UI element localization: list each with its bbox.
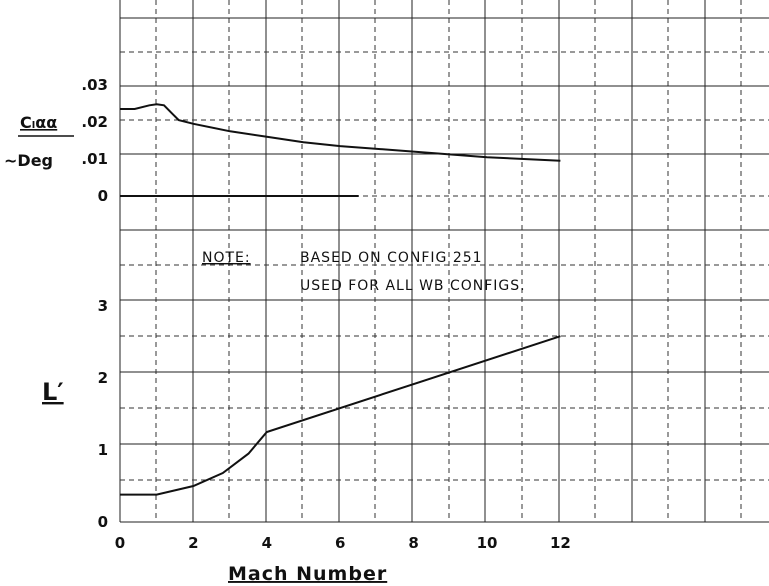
top-ylabel-line1: Cₗαα bbox=[20, 113, 57, 132]
top-ytick-label: .01 bbox=[81, 150, 108, 168]
xtick-label: 10 bbox=[477, 534, 498, 552]
note-line2: USED FOR ALL WB CONFIGS. bbox=[300, 278, 526, 294]
xtick-label: 4 bbox=[262, 534, 272, 552]
note-label: NOTE: bbox=[202, 250, 251, 266]
top-ytick-label: 0 bbox=[98, 187, 108, 205]
xtick-label: 0 bbox=[115, 534, 125, 552]
top-ytick-label: .03 bbox=[81, 76, 108, 94]
xtick-label: 6 bbox=[335, 534, 345, 552]
xtick-label: 8 bbox=[408, 534, 418, 552]
bottom-ytick-label: 1 bbox=[98, 441, 108, 459]
top-series bbox=[120, 103, 561, 162]
bottom-ytick-label: 2 bbox=[98, 369, 108, 387]
bottom-ytick-label: 0 bbox=[98, 513, 108, 531]
bottom-ytick-label: 3 bbox=[98, 297, 108, 315]
bottom-ylabel: L′ bbox=[42, 378, 64, 406]
grid bbox=[119, 0, 769, 523]
xtick-label: 2 bbox=[188, 534, 198, 552]
top-ylabel-line2: ~Deg bbox=[4, 151, 53, 170]
note-line1: BASED ON CONFIG 251 bbox=[300, 250, 483, 266]
xtick-label: 12 bbox=[550, 534, 571, 552]
top-ytick-label: .02 bbox=[81, 113, 108, 131]
top-series-line bbox=[120, 103, 561, 162]
bottom-series-line bbox=[120, 335, 561, 496]
bottom-series bbox=[120, 335, 561, 496]
x-axis-label: Mach Number bbox=[228, 563, 387, 585]
